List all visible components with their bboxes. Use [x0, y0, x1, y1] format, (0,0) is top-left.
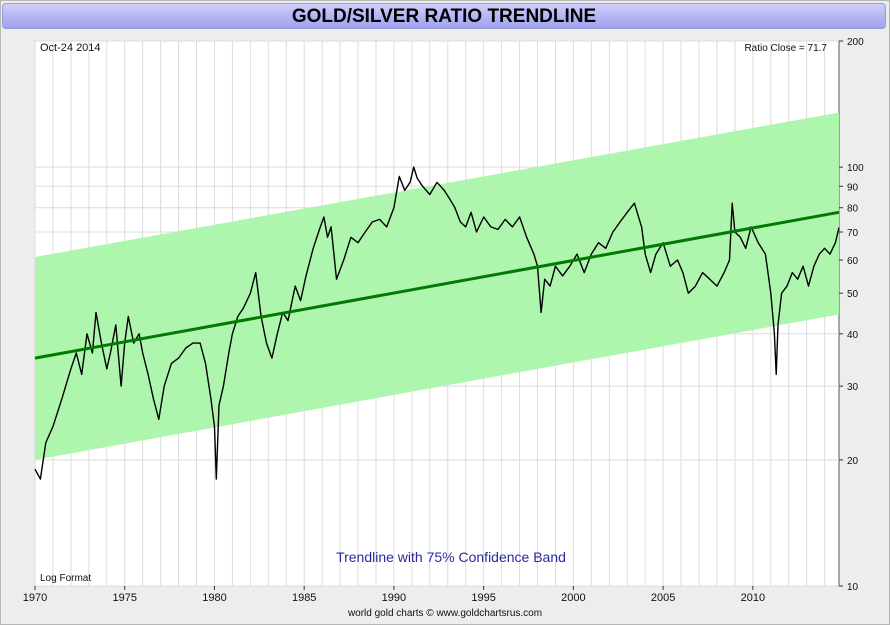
x-tick-label: 1995: [471, 592, 495, 604]
x-tick-label: 2000: [561, 592, 585, 604]
x-tick-label: 1980: [202, 592, 226, 604]
y-tick-label: 10: [847, 582, 859, 593]
y-tick-label: 50: [847, 289, 859, 300]
y-tick-label: 30: [847, 382, 859, 393]
x-tick-label: 2010: [741, 592, 765, 604]
x-tick-label: 2005: [651, 592, 675, 604]
x-tick-label: 1975: [112, 592, 136, 604]
x-tick-label: 1970: [23, 592, 47, 604]
ratio-close-label: Ratio Close = 71.7: [744, 43, 827, 54]
chart-title: GOLD/SILVER RATIO TRENDLINE: [291, 6, 597, 27]
y-tick-label: 90: [847, 182, 859, 193]
footer-credit: world gold charts © www.goldchartsrus.co…: [347, 608, 543, 619]
log-format-label: Log Format: [40, 573, 91, 584]
y-tick-label: 40: [847, 330, 859, 341]
grid: [34, 40, 839, 587]
y-tick-label: 20: [847, 456, 859, 467]
x-axis-ticks: 1970 1975 1980 1985 1990 1995 2000 2005 2010: [23, 586, 765, 604]
ratio-series-line: [34, 166, 840, 480]
y-tick-label: 70: [847, 228, 859, 239]
trendline: [34, 210, 840, 360]
y-tick-label: 100: [847, 163, 864, 174]
title-bar: GOLD/SILVER RATIO TRENDLINE: [2, 3, 886, 29]
x-tick-label: 1985: [292, 592, 316, 604]
y-tick-label: 60: [847, 256, 859, 267]
y-tick-label: 200: [847, 37, 864, 48]
band-caption: Trendline with 75% Confidence Band: [336, 549, 566, 565]
y-tick-label: 80: [847, 204, 859, 215]
y-axis-ticks: 10 20 30 40 50 60 70 80 90 100 200: [839, 37, 864, 593]
date-label: Oct-24 2014: [40, 42, 101, 54]
x-tick-label: 1990: [382, 592, 406, 604]
